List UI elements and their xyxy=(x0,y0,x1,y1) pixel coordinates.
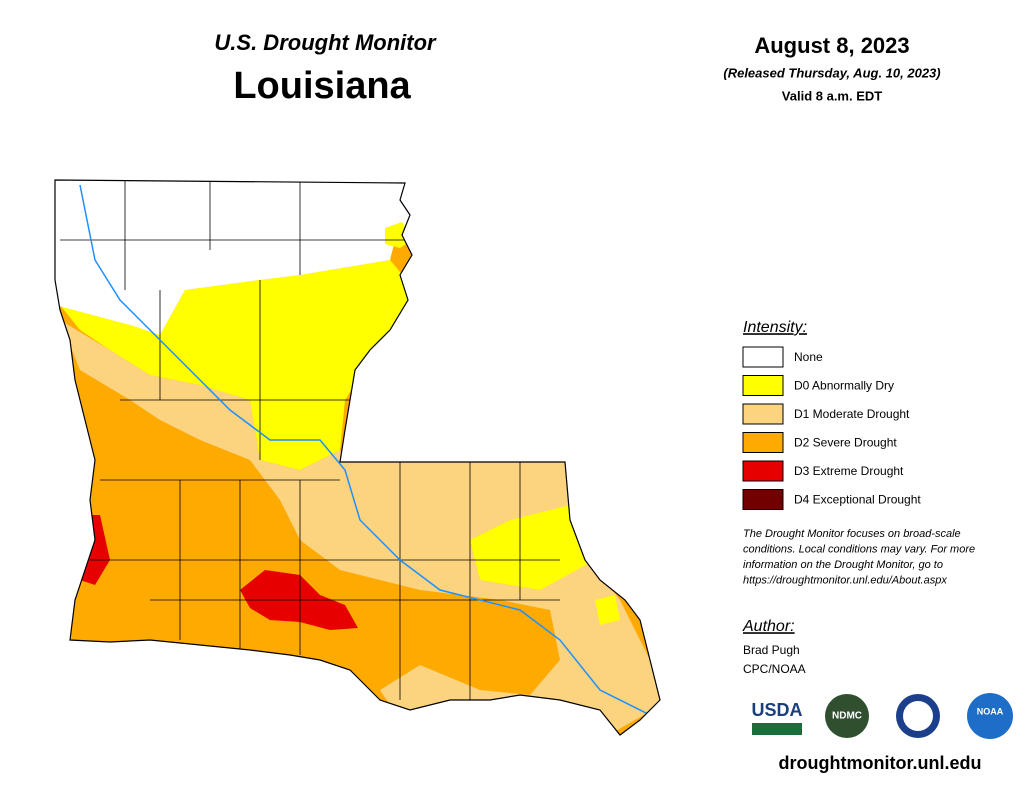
note: The Drought Monitor focuses on broad-sca… xyxy=(743,528,975,587)
legend-swatch xyxy=(742,403,784,425)
river xyxy=(79,184,651,716)
logo-noaa: NOAA xyxy=(977,706,1004,716)
authors: Brad Pugh CPC/NOAA xyxy=(743,643,806,676)
legend-label: D0 Abnormally Dry xyxy=(794,379,894,393)
region-none xyxy=(55,180,415,335)
legend-label: D3 Extreme Drought xyxy=(794,464,904,478)
url: droughtmonitor.unl.edu xyxy=(779,753,982,773)
state-outline xyxy=(54,179,661,736)
released: (Released Thursday, Aug. 10, 2023) xyxy=(723,65,940,80)
note-line: information on the Drought Monitor, go t… xyxy=(743,559,943,571)
logo-ndmc: NDMC xyxy=(832,711,862,722)
map xyxy=(55,180,660,735)
legend-label: None xyxy=(794,350,823,364)
legend-label: D2 Severe Drought xyxy=(794,436,897,450)
region-d0 xyxy=(470,505,595,590)
author-name: CPC/NOAA xyxy=(743,662,806,676)
logo-doc-seal-inner xyxy=(903,701,933,731)
legend-swatch xyxy=(742,460,784,482)
author-title: Author: xyxy=(742,618,795,635)
legend-swatch xyxy=(742,432,784,453)
legend-label: D4 Exceptional Drought xyxy=(794,493,921,507)
legend-title: Intensity: xyxy=(743,319,807,336)
region-d1 xyxy=(60,320,660,735)
region-d0 xyxy=(60,260,415,470)
note-line: https://droughtmonitor.unl.edu/About.asp… xyxy=(743,574,947,586)
note-line: conditions. Local conditions may vary. F… xyxy=(743,543,975,555)
legend-label: D1 Moderate Drought xyxy=(794,407,910,421)
legend-swatch xyxy=(742,489,784,510)
date: August 8, 2023 xyxy=(754,33,909,58)
usda-stripe xyxy=(752,723,802,735)
note-line: The Drought Monitor focuses on broad-sca… xyxy=(743,528,961,540)
valid: Valid 8 a.m. EDT xyxy=(782,88,882,103)
author-name: Brad Pugh xyxy=(743,643,800,657)
logo-usda: USDA xyxy=(751,700,802,720)
parish-lines xyxy=(60,180,560,700)
logos: USDA NDMC NOAA xyxy=(751,693,1013,739)
legend: None D0 Abnormally Dry D1 Moderate Drought… xyxy=(742,346,921,510)
legend-swatch xyxy=(742,375,784,396)
logo-ndmc-circle xyxy=(825,694,869,738)
state-name: Louisiana xyxy=(233,65,411,107)
legend-swatch xyxy=(742,346,784,368)
region-d0 xyxy=(595,595,620,625)
title: U.S. Drought Monitor xyxy=(214,30,437,55)
logo-noaa-circle xyxy=(967,693,1013,739)
